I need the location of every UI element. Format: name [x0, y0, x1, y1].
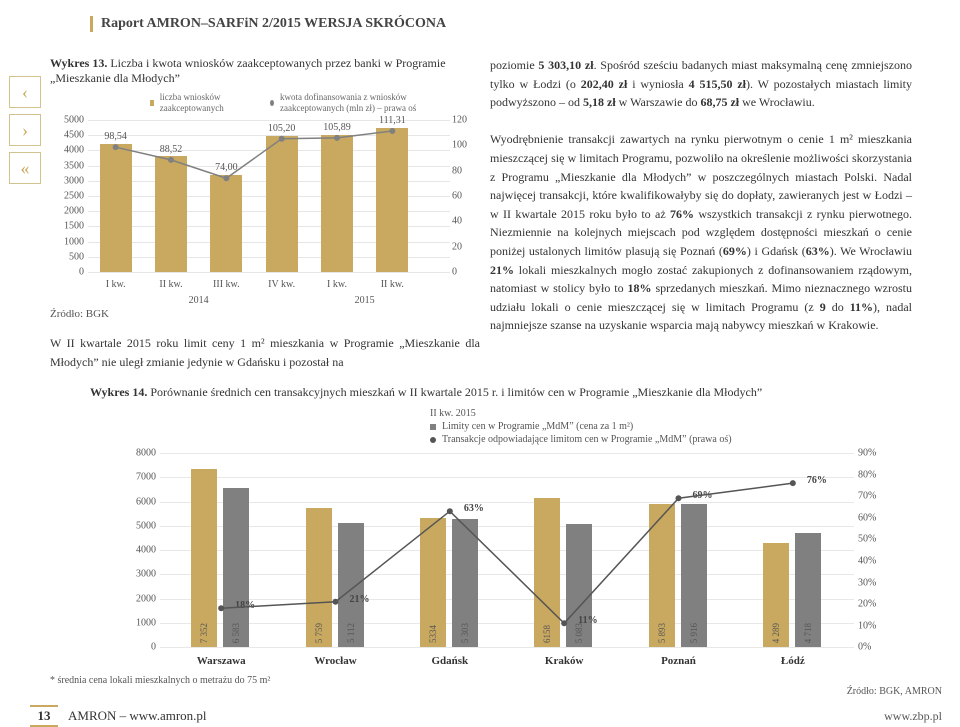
figure14-legend-line: Transakcje odpowiadające limitom cen w P… [442, 434, 732, 445]
nav-back-icon[interactable]: ‹ [9, 76, 41, 108]
figure13-paragraph: W II kwartale 2015 roku limit ceny 1 m² … [50, 334, 480, 371]
right-paragraph: poziomie 5 303,10 zł. Spośród sześciu ba… [480, 56, 930, 371]
page-number: 13 [30, 705, 58, 727]
figure14-legend-bars: Limity cen w Programie „MdM” (cena za 1 … [442, 421, 633, 432]
figure14-chart: 0100020003000400050006000700080000%10%20… [120, 447, 890, 667]
figure14-period: II kw. 2015 [430, 408, 890, 419]
nav-up-icon[interactable]: « [9, 152, 41, 184]
footer-left-text: AMRON – www.amron.pl [68, 708, 207, 724]
nav-buttons: ‹ › « [0, 56, 50, 371]
report-header: Raport AMRON–SARFiN 2/2015 WERSJA SKRÓCO… [90, 16, 960, 32]
footer-right-text: www.zbp.pl [884, 709, 942, 724]
figure13-chart: liczba wniosków zaakceptowanych kwota do… [50, 92, 450, 302]
figure13-source: Źródło: BGK [50, 308, 480, 320]
nav-forward-icon[interactable]: › [9, 114, 41, 146]
figure13-legend: liczba wniosków zaakceptowanych kwota do… [150, 92, 450, 114]
report-title: Raport AMRON–SARFiN 2/2015 WERSJA SKRÓCO… [101, 16, 446, 31]
figure14-source: Źródło: BGK, AMRON [847, 686, 942, 697]
figure14-title: Wykres 14. Porównanie średnich cen trans… [90, 385, 960, 400]
figure13-title: Wykres 13. Liczba i kwota wniosków zaakc… [50, 56, 480, 86]
figure14-footnote: * średnia cena lokali mieszkalnych o met… [50, 675, 960, 686]
footer: 13 AMRON – www.amron.pl www.zbp.pl [30, 705, 942, 727]
